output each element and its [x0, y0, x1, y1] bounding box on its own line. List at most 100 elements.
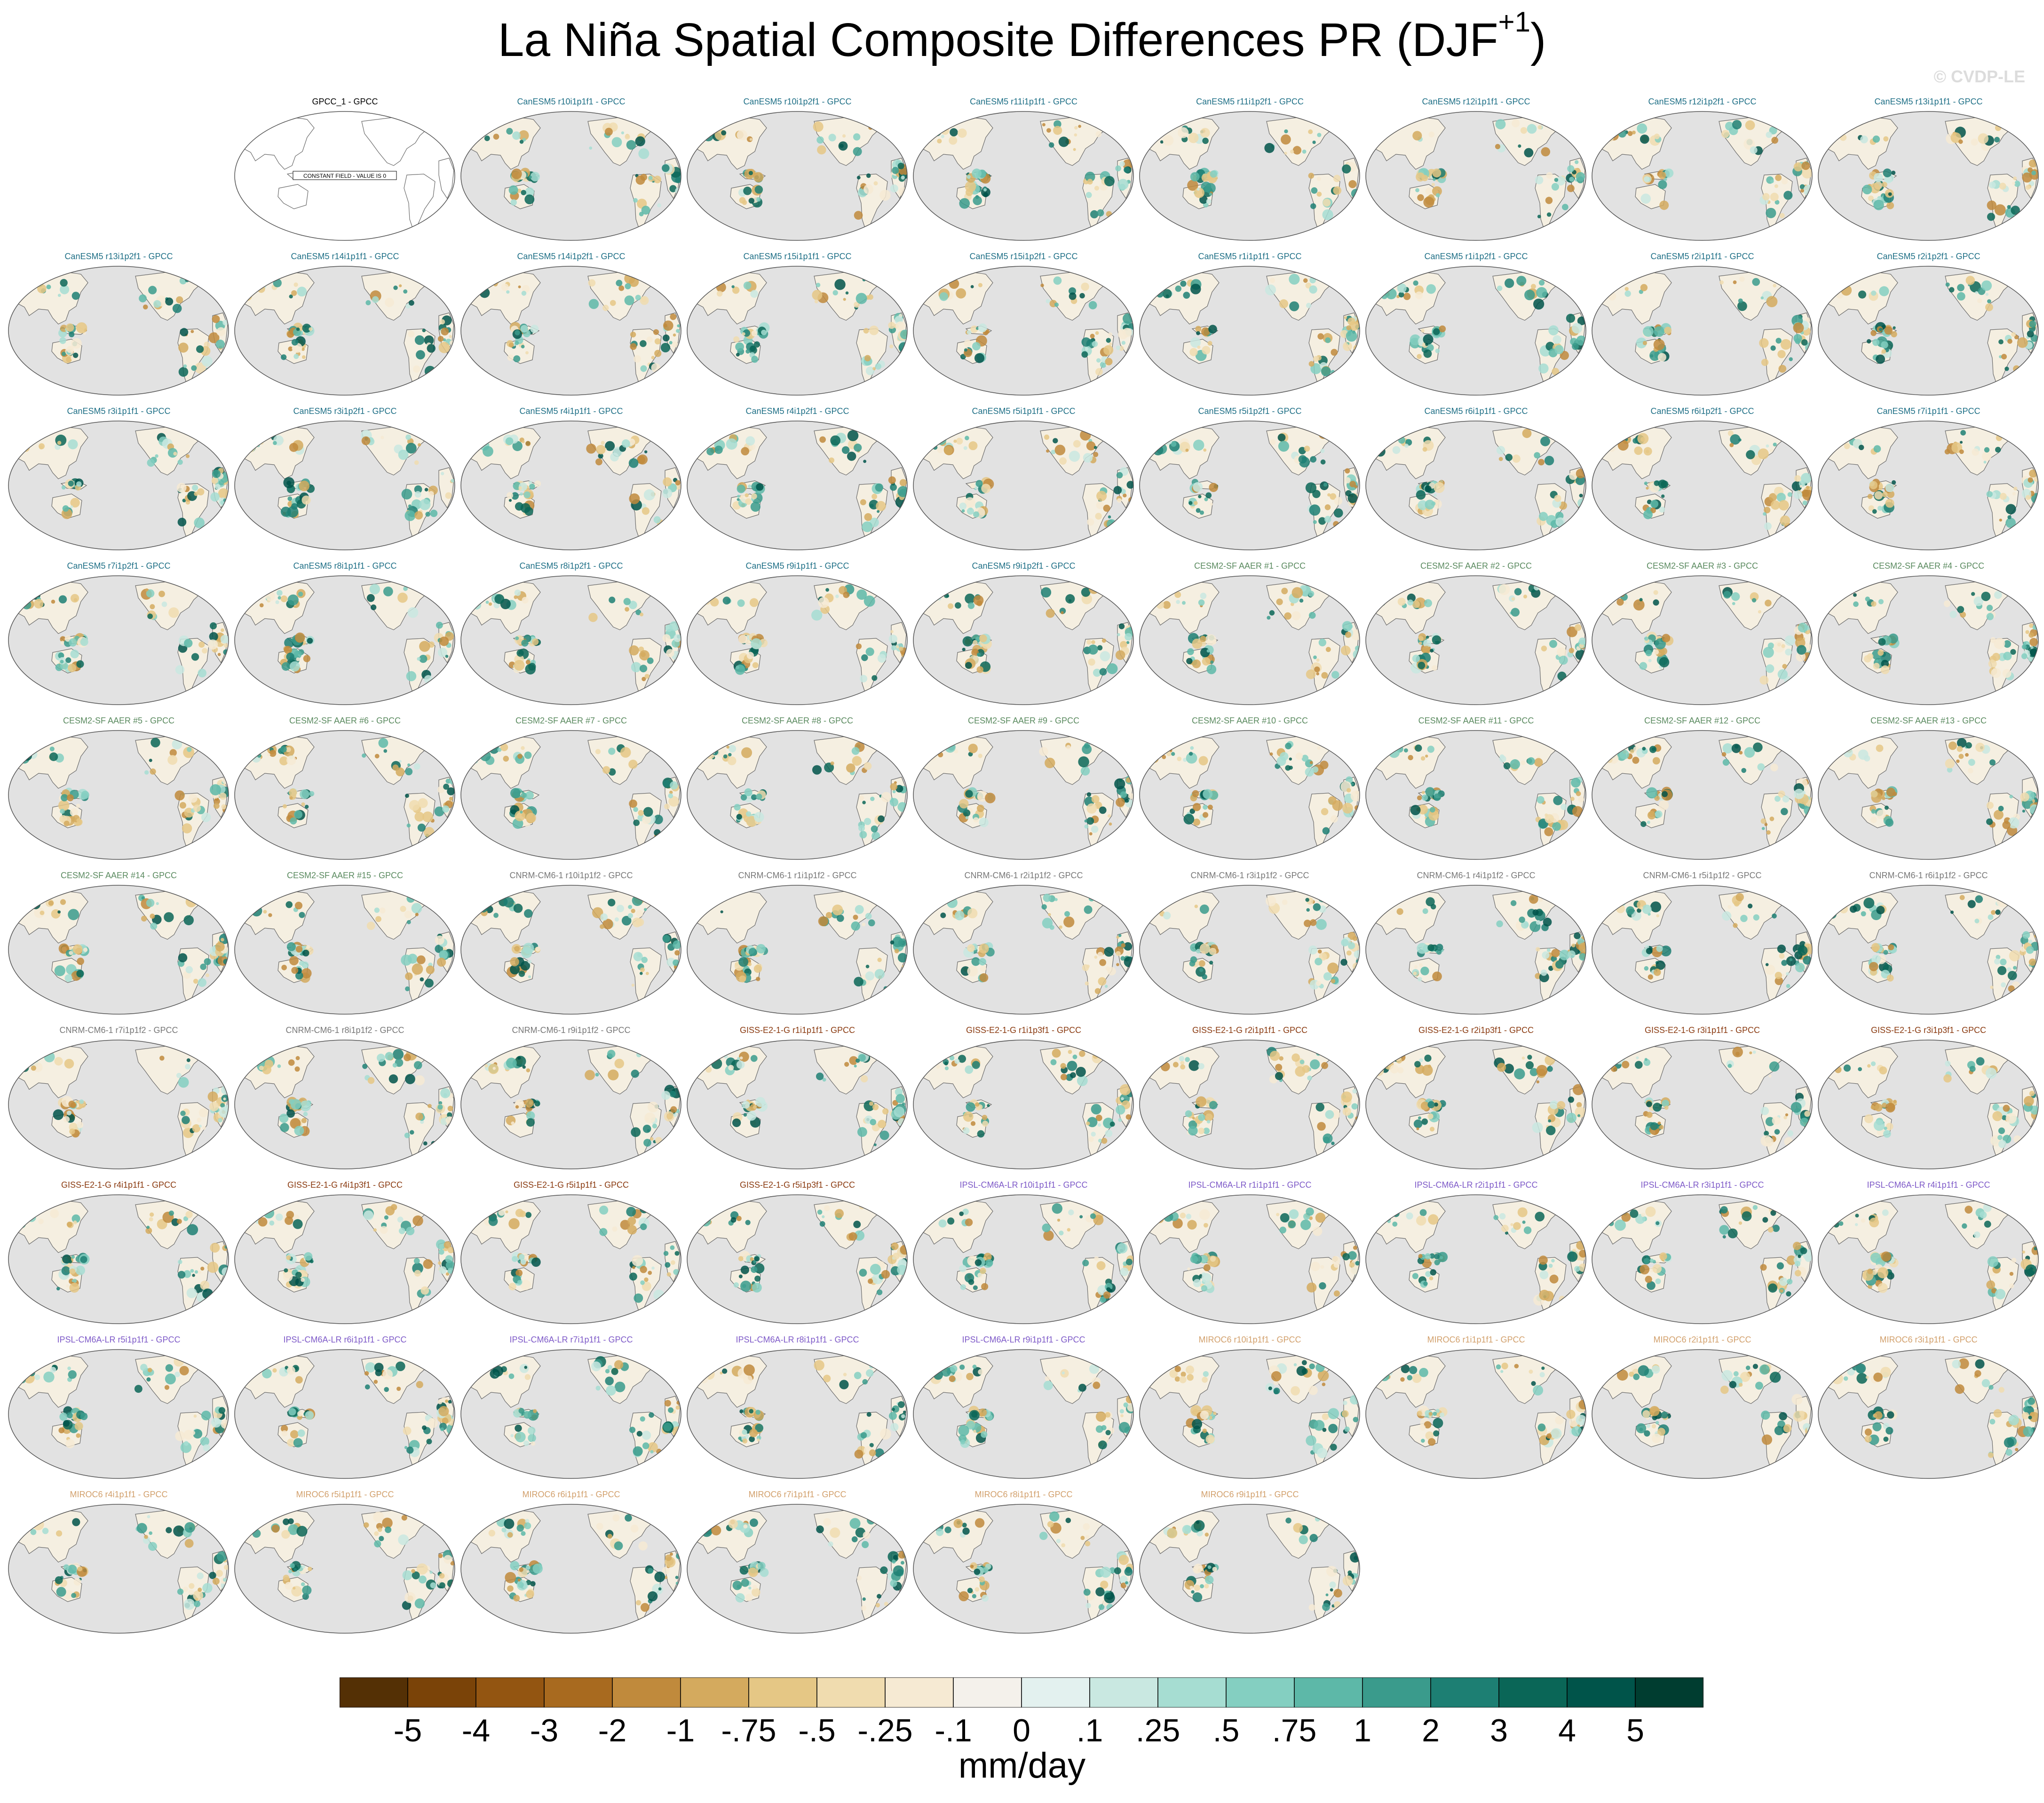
map-panel: CESM2-SF AAER #2 - GPCC: [1363, 561, 1589, 707]
map-globe: [687, 885, 908, 1015]
land-greenland: [424, 424, 443, 435]
map-globe: [460, 266, 681, 396]
colorbar-tick-label: .5: [1212, 1713, 1240, 1748]
panel-title: CanESM5 r5i1p2f1 - GPCC: [1198, 406, 1302, 416]
land-greenland: [1329, 114, 1348, 126]
map-panel: CNRM-CM6-1 r2i1p1f2 - GPCC: [911, 871, 1137, 1017]
land-greenland: [1782, 888, 1800, 899]
map-panel: CESM2-SF AAER #13 - GPCC: [1815, 716, 2042, 862]
panel-title: CanESM5 r6i1p2f1 - GPCC: [1650, 406, 1754, 416]
land-africa: [438, 158, 454, 199]
panel-title: MIROC6 r7i1p1f1 - GPCC: [748, 1490, 847, 1499]
panel-title: CanESM5 r13i1p1f1 - GPCC: [1874, 97, 1983, 106]
map-globe: [1365, 1349, 1586, 1479]
map-panel: CanESM5 r6i1p1f1 - GPCC: [1363, 406, 1589, 552]
colorbar-tick-label: -4: [461, 1713, 491, 1748]
land-greenland: [198, 1198, 217, 1209]
panel-title: CanESM5 r12i1p1f1 - GPCC: [1422, 97, 1530, 106]
panel-title: CanESM5 r10i1p1f1 - GPCC: [517, 97, 626, 106]
colorbar-swatch: [1567, 1677, 1636, 1708]
map-panel: GISS-E2-1-G r5i1p1f1 - GPCC: [458, 1180, 684, 1326]
map-panel: CESM2-SF AAER #7 - GPCC: [458, 716, 684, 862]
land-greenland: [650, 1352, 669, 1364]
map-globe: [1818, 421, 2039, 550]
colorbar-tick-label: 1: [1354, 1713, 1371, 1748]
map-panel: CNRM-CM6-1 r4i1p1f2 - GPCC: [1363, 871, 1589, 1017]
panel-title: CNRM-CM6-1 r8i1p1f2 - GPCC: [285, 1025, 404, 1035]
map-panel: CESM2-SF AAER #4 - GPCC: [1815, 561, 2042, 707]
panel-title: GISS-E2-1-G r2i1p3f1 - GPCC: [1418, 1025, 1534, 1035]
panel-title: GISS-E2-1-G r1i1p3f1 - GPCC: [966, 1025, 1082, 1035]
panel-title: CanESM5 r5i1p1f1 - GPCC: [972, 406, 1076, 416]
land-greenland: [1555, 114, 1574, 126]
map-globe: [460, 421, 681, 550]
map-globe: [8, 421, 229, 550]
map-globe: [913, 1040, 1134, 1169]
map-panel: CNRM-CM6-1 r10i1p1f2 - GPCC: [458, 871, 684, 1017]
land-greenland: [424, 579, 443, 590]
land-greenland: [198, 1507, 217, 1518]
land-greenland: [1103, 1198, 1122, 1209]
land-greenland: [650, 1507, 669, 1518]
land-greenland: [1329, 269, 1348, 280]
map-panel: GISS-E2-1-G r4i1p1f1 - GPCC: [6, 1180, 232, 1326]
map-panel: MIROC6 r3i1p1f1 - GPCC: [1815, 1335, 2042, 1481]
panel-title: CanESM5 r15i1p2f1 - GPCC: [969, 252, 1078, 261]
colorbar: [340, 1677, 1703, 1708]
land-greenland: [2008, 269, 2027, 280]
colorbar-swatch: [953, 1677, 1022, 1708]
panel-title: CESM2-SF AAER #1 - GPCC: [1194, 561, 1306, 571]
land-greenland: [198, 1043, 217, 1054]
panel-title: CESM2-SF AAER #8 - GPCC: [741, 716, 854, 725]
map-globe: [460, 885, 681, 1015]
map-panel: CanESM5 r8i1p2f1 - GPCC: [458, 561, 684, 707]
land-greenland: [198, 1352, 217, 1364]
map-panel: CanESM5 r13i1p2f1 - GPCC: [6, 252, 232, 397]
map-panel: MIROC6 r4i1p1f1 - GPCC: [6, 1490, 232, 1636]
panel-title: CanESM5 r6i1p1f1 - GPCC: [1424, 406, 1528, 416]
map-globe: [1592, 421, 1813, 550]
map-globe: [1592, 266, 1813, 396]
map-panel: GISS-E2-1-G r5i1p3f1 - GPCC: [684, 1180, 911, 1326]
land-greenland: [198, 579, 217, 590]
land-greenland: [1555, 424, 1574, 435]
map-panel: CanESM5 r15i1p1f1 - GPCC: [684, 252, 911, 397]
map-globe: [460, 730, 681, 860]
land-greenland: [1329, 579, 1348, 590]
land-greenland: [198, 888, 217, 899]
panel-title: IPSL-CM6A-LR r2i1p1f1 - GPCC: [1414, 1180, 1538, 1190]
panel-title: CanESM5 r14i1p2f1 - GPCC: [517, 252, 626, 261]
map-globe: [1365, 575, 1586, 705]
panel-title: CanESM5 r3i1p2f1 - GPCC: [293, 406, 397, 416]
map-globe: [1139, 111, 1360, 241]
map-panel: CanESM5 r11i1p2f1 - GPCC: [1137, 97, 1363, 243]
map-panel: CanESM5 r3i1p2f1 - GPCC: [232, 406, 458, 552]
map-globe: [234, 1194, 455, 1324]
map-panel: MIROC6 r1i1p1f1 - GPCC: [1363, 1335, 1589, 1481]
panel-title: CESM2-SF AAER #3 - GPCC: [1646, 561, 1759, 571]
map-panel: CESM2-SF AAER #15 - GPCC: [232, 871, 458, 1017]
panel-title: CanESM5 r12i1p2f1 - GPCC: [1648, 97, 1757, 106]
land-greenland: [1103, 1507, 1122, 1518]
colorbar-swatch: [1294, 1677, 1363, 1708]
panel-title: CanESM5 r4i1p1f1 - GPCC: [519, 406, 623, 416]
map-panel: CanESM5 r10i1p1f1 - GPCC: [458, 97, 684, 243]
map-panel: CanESM5 r15i1p2f1 - GPCC: [911, 252, 1137, 397]
panel-title: CanESM5 r2i1p2f1 - GPCC: [1877, 252, 1981, 261]
panel-title: GISS-E2-1-G r4i1p3f1 - GPCC: [287, 1180, 403, 1190]
colorbar-tick-label: 5: [1626, 1713, 1644, 1748]
colorbar-tick-label: 3: [1490, 1713, 1508, 1748]
land-greenland: [2008, 1043, 2027, 1054]
map-globe: [8, 1349, 229, 1479]
land-greenland: [650, 1043, 669, 1054]
map-globe: [1365, 885, 1586, 1015]
map-panel: CNRM-CM6-1 r5i1p1f2 - GPCC: [1589, 871, 1815, 1017]
map-panel: CNRM-CM6-1 r1i1p1f2 - GPCC: [684, 871, 911, 1017]
map-globe: [687, 1349, 908, 1479]
colorbar-tick-label: .25: [1135, 1713, 1180, 1748]
colorbar-swatch: [1635, 1677, 1703, 1708]
panel-title: CanESM5 r11i1p1f1 - GPCC: [970, 97, 1077, 106]
panel-title: GISS-E2-1-G r5i1p3f1 - GPCC: [739, 1180, 856, 1190]
panel-title: CanESM5 r7i1p2f1 - GPCC: [67, 561, 171, 571]
map-panel: IPSL-CM6A-LR r7i1p1f1 - GPCC: [458, 1335, 684, 1481]
